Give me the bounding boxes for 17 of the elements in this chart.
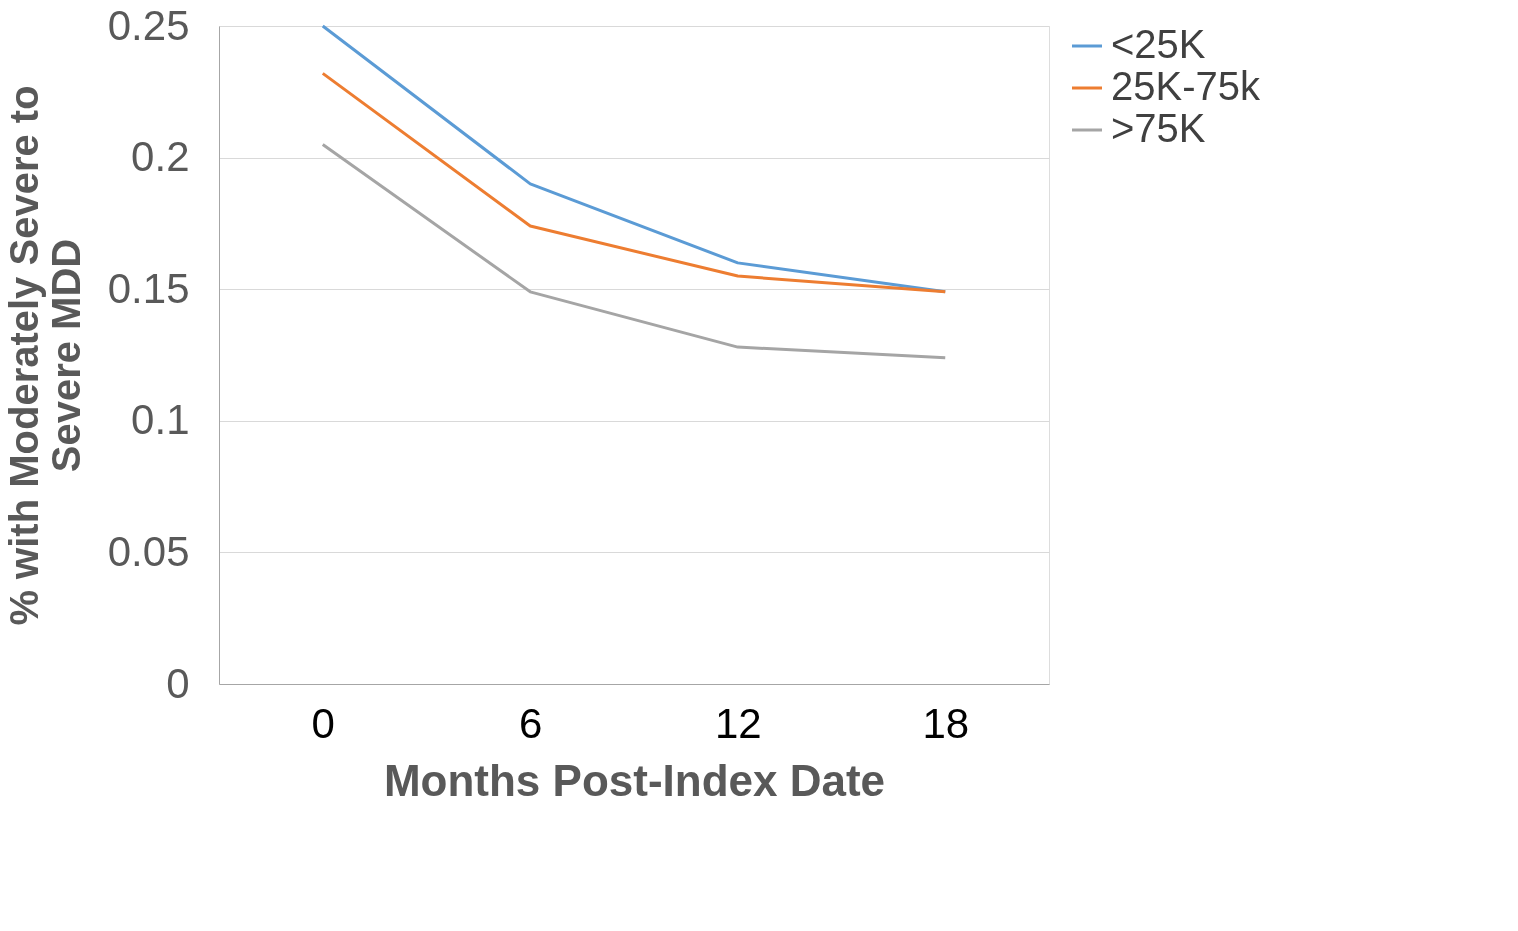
legend-label: 25K-75k [1111,64,1261,108]
legend-label: >75K [1111,106,1206,150]
x-tick-label: 6 [519,699,543,747]
x-tick-label: 12 [714,699,762,747]
y-tick-label: 0.05 [107,527,190,575]
x-axis-title: Months Post-Index Date [383,755,886,805]
y-tick-label: 0.2 [131,133,190,181]
y-tick-label: 0.1 [131,396,190,444]
y-tick-label: 0.25 [107,1,190,49]
line-series [321,71,947,294]
y-tick-label: 0.15 [107,264,190,312]
line-series [321,142,947,360]
y-axis-title: % with Moderately Severe to Severe MDD [1,85,88,626]
y-tick-label: 0 [166,659,190,707]
legend-label: <25K [1111,22,1206,66]
x-tick-label: 18 [922,699,970,747]
x-tick-label: 0 [311,699,335,747]
